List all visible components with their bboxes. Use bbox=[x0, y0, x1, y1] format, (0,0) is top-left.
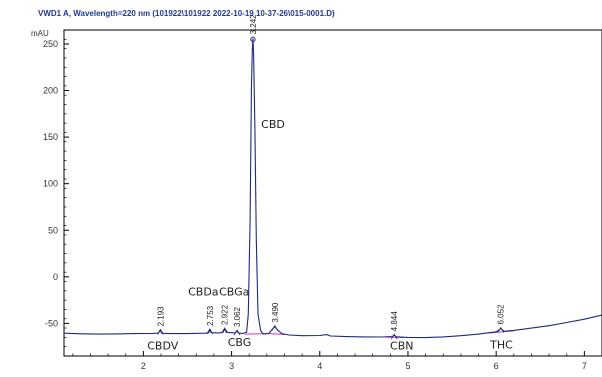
y-axis-unit: mAU bbox=[31, 29, 49, 38]
peak-marker bbox=[233, 329, 241, 336]
x-tick-label: 7 bbox=[582, 361, 587, 371]
peak-rt-label: 2.753 bbox=[206, 305, 215, 326]
compound-label: CBGa bbox=[219, 285, 249, 298]
y-tick-label: 250 bbox=[43, 39, 58, 49]
peak-rt-label: 3.242 bbox=[249, 14, 258, 35]
x-tick-label: 3 bbox=[229, 361, 234, 371]
y-axis: -50 0 50 100 150 200 250 bbox=[43, 29, 69, 357]
peak-marker bbox=[271, 324, 279, 331]
x-axis: 2 3 4 5 6 7 bbox=[72, 351, 602, 371]
x-tick-label: 6 bbox=[494, 361, 499, 371]
peak-rt-label: 3.062 bbox=[233, 306, 242, 327]
peak-rt-label: 2.922 bbox=[221, 304, 230, 325]
x-tick-label: 5 bbox=[405, 361, 410, 371]
compound-labels: CBDV CBDa CBGa CBG CBD CBN THC bbox=[147, 118, 513, 353]
x-tick-label: 4 bbox=[317, 361, 322, 371]
y-tick-label: 200 bbox=[43, 86, 58, 96]
peak-annotations: 2.193 2.753 2.922 3.062 3.242 3.490 4.844 6.052 bbox=[156, 14, 506, 340]
apex-marker bbox=[250, 36, 256, 43]
baseline-segment bbox=[268, 333, 285, 335]
peak-rt-label: 3.490 bbox=[271, 302, 280, 323]
y-tick-label: 0 bbox=[53, 272, 58, 282]
y-tick-label: 100 bbox=[43, 179, 58, 189]
plot-frame bbox=[63, 29, 602, 357]
compound-label: CBN bbox=[390, 339, 413, 352]
peak-rt-label: 2.193 bbox=[156, 306, 165, 327]
peak-rt-label: 6.052 bbox=[497, 304, 506, 325]
peak-rt-label: 4.844 bbox=[390, 311, 399, 332]
peak-marker bbox=[157, 328, 164, 335]
peak-marker bbox=[497, 326, 505, 333]
compound-label: THC bbox=[489, 339, 513, 352]
compound-label: CBD bbox=[261, 118, 285, 131]
compound-label: CBG bbox=[228, 336, 252, 349]
title-area: VWD1 A, Wavelength=220 nm (101922\101922… bbox=[38, 9, 335, 18]
peak-marker bbox=[390, 333, 398, 340]
peak-marker bbox=[221, 327, 229, 334]
y-tick-label: -50 bbox=[45, 318, 58, 328]
compound-label: CBDa bbox=[188, 285, 218, 298]
y-tick-label: 50 bbox=[48, 225, 58, 235]
x-tick-label: 2 bbox=[141, 361, 146, 371]
compound-label: CBDV bbox=[147, 339, 179, 352]
peak-marker bbox=[206, 328, 214, 335]
y-tick-label: 150 bbox=[43, 132, 58, 142]
chart-title: VWD1 A, Wavelength=220 nm (101922\101922… bbox=[38, 9, 335, 18]
chromatogram-trace bbox=[63, 38, 602, 339]
